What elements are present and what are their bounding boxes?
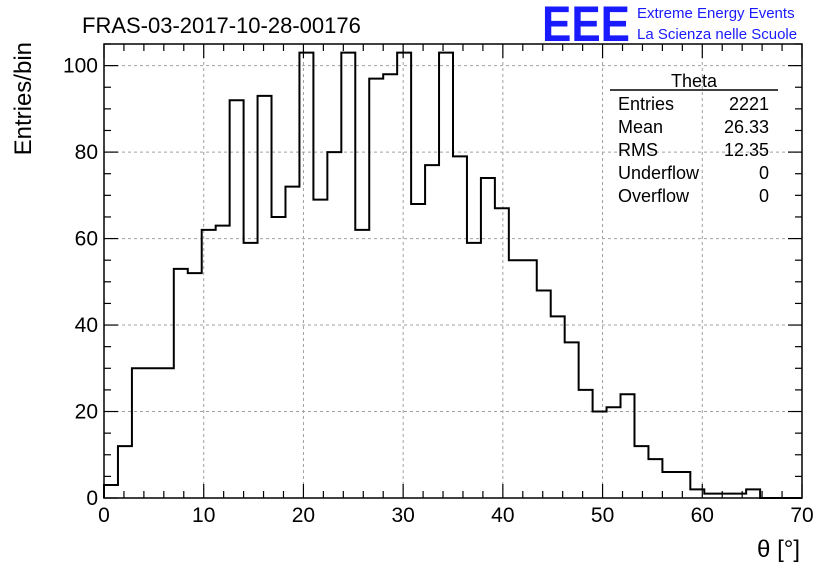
histogram-bin <box>397 53 411 498</box>
histogram-bin <box>453 156 467 498</box>
x-tick-label: 10 <box>192 504 215 527</box>
stats-rows: Entries 2221 Mean 26.33 RMS 12.35 Underflow 0 Ov… <box>618 94 769 206</box>
histogram-bin <box>369 79 383 498</box>
histogram-bin <box>272 217 286 498</box>
histogram-bin <box>383 74 397 498</box>
stats-row-label: Entries <box>618 94 674 114</box>
stats-row-value: 26.33 <box>724 117 769 137</box>
histogram-bin <box>439 53 453 498</box>
histogram-bin <box>411 204 425 498</box>
histogram-bin <box>467 243 481 498</box>
histogram-bin <box>676 472 690 498</box>
histogram-bin <box>299 53 313 498</box>
histogram-bin <box>341 53 355 498</box>
histogram-bin <box>593 412 607 498</box>
histogram-bin <box>509 260 523 498</box>
histogram-bin <box>258 96 272 498</box>
histogram-bin <box>607 407 621 498</box>
histogram-bin <box>634 446 648 498</box>
x-tick-label: 60 <box>691 504 714 527</box>
histogram-bin <box>188 273 202 498</box>
histogram-bin <box>104 485 118 498</box>
y-tick-label: 60 <box>75 228 98 251</box>
plot-frame <box>103 43 803 499</box>
x-tick-label: 50 <box>591 504 614 527</box>
stats-box-title: Theta <box>671 71 718 91</box>
histogram-bin <box>160 368 174 498</box>
histogram-series <box>103 51 802 499</box>
eee-logo-line2: La Scienza nelle Scuole <box>637 26 797 43</box>
x-tick-label: 20 <box>292 504 315 527</box>
histogram-bin <box>285 187 299 498</box>
stats-box: Theta Entries 2221 Mean 26.33 RMS 12.35 Underf… <box>610 71 778 206</box>
y-tick-label: 100 <box>63 55 98 78</box>
y-tick-label: 40 <box>75 314 98 337</box>
x-tick-label: 40 <box>491 504 514 527</box>
histogram-bin <box>132 368 146 498</box>
stats-row-label: Underflow <box>618 163 700 183</box>
histogram-bin <box>425 165 439 498</box>
histogram-bin <box>537 290 551 498</box>
x-tick-label: 70 <box>790 504 813 527</box>
y-axis-title: Entries/bin <box>10 42 37 155</box>
x-tick-label: 30 <box>391 504 414 527</box>
histogram-bin <box>355 230 369 498</box>
histogram-bin <box>481 178 495 498</box>
eee-logo-line1: Extreme Energy Events <box>637 5 795 22</box>
histogram-bin <box>523 260 537 498</box>
histogram-bin <box>579 390 593 498</box>
histogram-bin <box>230 100 244 498</box>
chart-title: FRAS-03-2017-10-28-00176 <box>82 13 361 38</box>
histogram-bin <box>216 226 230 498</box>
histogram-bin <box>202 230 216 498</box>
histogram-outline <box>103 51 802 499</box>
x-tick-label: 0 <box>98 504 110 527</box>
histogram-bin <box>146 368 160 498</box>
stats-row-value: 12.35 <box>724 140 769 160</box>
histogram-bin <box>118 446 132 498</box>
stats-row-label: Overflow <box>618 186 690 206</box>
histogram-bin <box>174 269 188 498</box>
eee-logo: EEE Extreme Energy Events La Scienza nel… <box>542 0 797 52</box>
axes-box <box>103 43 803 499</box>
stats-row-value: 0 <box>759 186 769 206</box>
histogram-bin <box>313 200 327 498</box>
x-axis-title: θ [°] <box>757 536 800 563</box>
histogram-bin <box>746 489 760 498</box>
histogram-bin <box>662 472 676 498</box>
histogram-bin <box>327 152 341 498</box>
histogram-bin <box>648 459 662 498</box>
histogram-bin <box>565 342 579 498</box>
stats-row-label: Mean <box>618 117 663 137</box>
histogram-bin <box>551 316 565 498</box>
axis-ticks <box>103 43 803 499</box>
y-tick-label: 80 <box>75 141 98 164</box>
y-tick-label: 0 <box>86 487 98 510</box>
stats-row-label: RMS <box>618 140 658 160</box>
y-tick-label: 20 <box>75 401 98 424</box>
stats-row-value: 2221 <box>729 94 769 114</box>
tick-labels: 0 10 20 30 40 50 60 70 0 20 40 60 80 100 <box>63 55 814 527</box>
histogram-bin <box>621 394 635 498</box>
histogram-bin <box>495 208 509 498</box>
histogram-bin <box>244 243 258 498</box>
stats-row-value: 0 <box>759 163 769 183</box>
